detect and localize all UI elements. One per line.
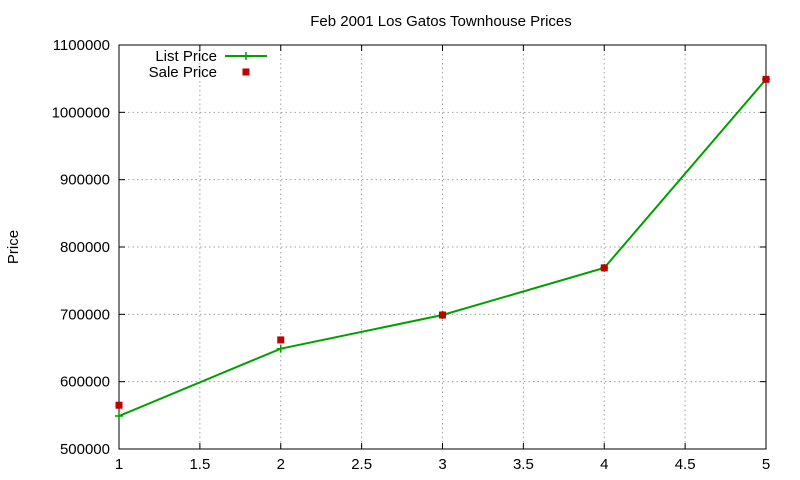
x-tick-label: 2.5 bbox=[351, 456, 372, 473]
chart-title: Feb 2001 Los Gatos Townhouse Prices bbox=[310, 13, 572, 30]
legend-label: Sale Price bbox=[149, 64, 217, 81]
x-tick-label: 4.5 bbox=[675, 456, 696, 473]
legend-label: List Price bbox=[155, 48, 217, 65]
series-layer bbox=[115, 75, 770, 421]
x-tick-label: 2 bbox=[277, 456, 285, 473]
x-tick-label: 5 bbox=[762, 456, 770, 473]
y-tick-label: 700000 bbox=[60, 306, 110, 323]
y-tick-label: 900000 bbox=[60, 172, 110, 189]
y-tick-label: 600000 bbox=[60, 374, 110, 391]
x-tick-label: 3 bbox=[438, 456, 446, 473]
sale-price-point bbox=[439, 311, 446, 319]
y-axis-label: Price bbox=[5, 230, 22, 264]
plot-border bbox=[118, 44, 767, 450]
y-tick-label: 1100000 bbox=[53, 37, 110, 54]
sale-price-point bbox=[762, 75, 770, 83]
x-tick-label: 1 bbox=[115, 456, 123, 473]
y-tick-label: 800000 bbox=[60, 239, 110, 256]
sale-price-point bbox=[600, 264, 608, 272]
grid-layer bbox=[119, 45, 766, 449]
x-tick-label: 1.5 bbox=[189, 456, 210, 473]
x-tick-label: 3.5 bbox=[513, 456, 534, 473]
legend-square-marker bbox=[242, 68, 250, 76]
y-tick-label: 500000 bbox=[60, 441, 110, 458]
y-tick-label: 1000000 bbox=[52, 104, 110, 121]
sale-price-point bbox=[115, 401, 123, 409]
sale-price-point bbox=[277, 336, 285, 344]
axes-layer: 1 1.5 2 2.5 3 3.5 4 4.5 5 500000 600000 700000 80000… bbox=[52, 37, 771, 473]
list-price-point bbox=[115, 412, 123, 421]
legend-plus-marker bbox=[242, 52, 250, 60]
list-price-point bbox=[276, 344, 285, 353]
x-tick-label: 4 bbox=[600, 456, 608, 473]
